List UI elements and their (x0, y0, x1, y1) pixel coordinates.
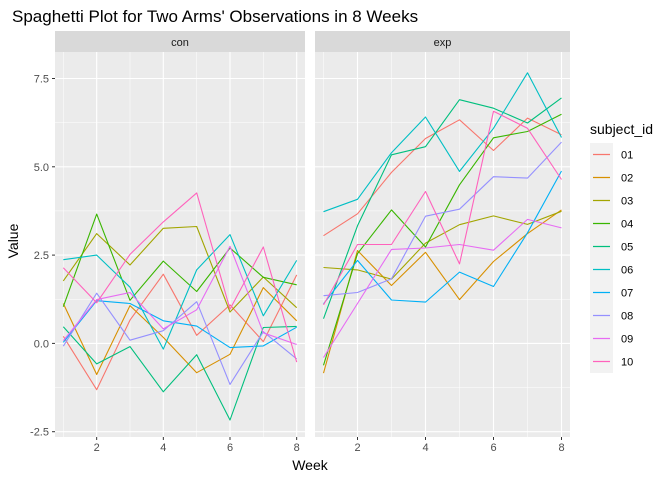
series-line-exp-03 (323, 210, 562, 280)
panel-con: con -2.5 0.0 2.5 5.0 7.5 2 4 6 8 (30, 31, 305, 454)
x-tick-label: 6 (490, 442, 496, 454)
series-line-exp-06 (323, 72, 562, 213)
series-line-exp-08 (323, 141, 562, 297)
series-line-exp-07 (323, 170, 562, 305)
series-line-con-03 (62, 225, 298, 313)
y-tick-label: 2.5 (34, 250, 49, 262)
legend-title: subject_id (590, 121, 653, 137)
series-line-exp-05 (322, 97, 562, 319)
strip-label-exp: exp (434, 37, 452, 49)
y-tick-label: 5.0 (34, 162, 49, 174)
x-tick-label: 2 (94, 442, 100, 454)
strip-label-con: con (171, 37, 189, 49)
legend-label-07: 07 (621, 288, 633, 300)
x-tick-label: 8 (294, 442, 300, 454)
y-axis-title: Value (5, 223, 21, 258)
series-line-con-09 (62, 245, 297, 346)
legend-label-06: 06 (621, 265, 633, 277)
strip-exp (315, 31, 570, 52)
legend-label-10: 10 (621, 357, 633, 369)
series-line-exp-09 (323, 218, 562, 358)
series-line-exp-01 (323, 117, 562, 237)
panels: con -2.5 0.0 2.5 5.0 7.5 2 4 6 8 exp 2 4 6 8 (30, 31, 570, 454)
legend-label-04: 04 (621, 219, 633, 231)
series-line-exp-04 (322, 113, 562, 366)
x-tick-label: 8 (558, 442, 564, 454)
series-line-con-08 (62, 292, 298, 385)
legend-label-08: 08 (621, 311, 633, 323)
series-line-con-04 (62, 213, 297, 307)
y-tick-label: 0.0 (34, 338, 49, 350)
legend-label-01: 01 (621, 150, 633, 162)
panel-background (315, 52, 570, 437)
panel-background (55, 52, 305, 437)
series-line-con-01 (62, 273, 298, 391)
series-line-exp-02 (322, 209, 562, 374)
x-tick-label: 4 (422, 442, 428, 454)
x-tick-label: 6 (227, 442, 233, 454)
y-tick-label: 7.5 (34, 73, 49, 85)
y-tick-label: -2.5 (30, 427, 49, 439)
series-line-con-06 (63, 234, 298, 350)
legend-label-05: 05 (621, 242, 633, 254)
legend-label-09: 09 (621, 334, 633, 346)
series-line-exp-10 (323, 110, 562, 306)
panel-exp: exp 2 4 6 8 (315, 31, 570, 454)
x-tick-label: 4 (160, 442, 166, 454)
chart-title: Spaghetti Plot for Two Arms' Observation… (12, 7, 418, 26)
series-line-con-10 (62, 192, 298, 363)
series-line-con-02 (62, 287, 298, 376)
legend-label-02: 02 (621, 173, 633, 185)
x-axis-title: Week (292, 457, 329, 473)
x-tick-label: 2 (354, 442, 360, 454)
legend-label-03: 03 (621, 196, 633, 208)
strip-con (55, 31, 305, 52)
series-line-con-05 (62, 325, 297, 421)
legend: subject_id 01 02 03 04 05 06 07 08 09 10 (590, 121, 653, 373)
